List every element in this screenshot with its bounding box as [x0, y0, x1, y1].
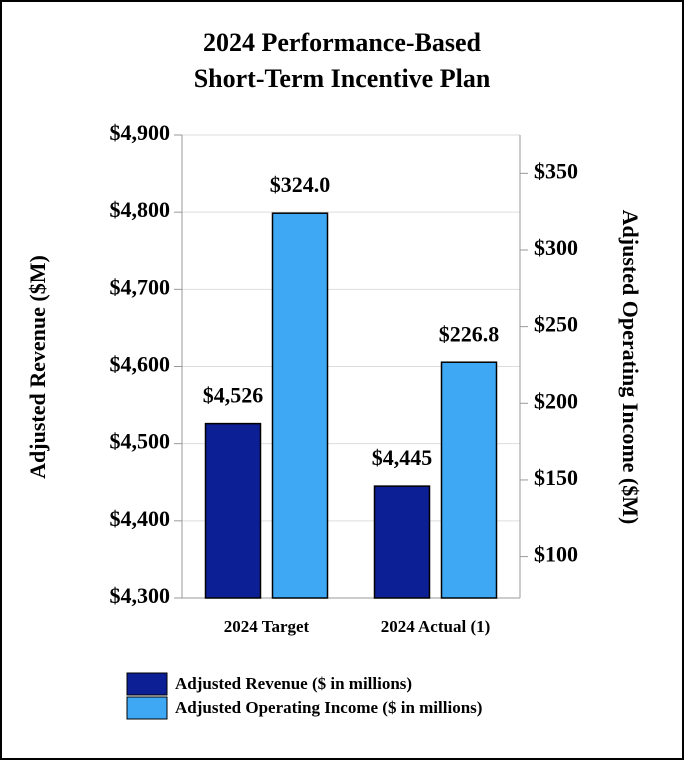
legend-label: Adjusted Operating Income ($ in millions… — [175, 698, 482, 717]
y-tick-label: $4,500 — [110, 429, 171, 454]
y2-tick-label: $350 — [534, 158, 578, 183]
y-tick-label: $4,400 — [110, 506, 171, 531]
y-tick-label: $4,600 — [110, 352, 171, 377]
y2-axis-title: Adjusted Operating Income ($M) — [618, 210, 643, 525]
x-tick-label: 2024 Actual (1) — [381, 617, 491, 636]
bar — [271, 212, 329, 599]
y2-tick-label: $200 — [534, 388, 578, 413]
chart-title: Short-Term Incentive Plan — [194, 64, 491, 93]
data-label: $226.8 — [439, 321, 500, 346]
y2-tick-label: $100 — [534, 542, 578, 567]
data-label: $4,526 — [203, 383, 264, 408]
y2-tick-label: $150 — [534, 465, 578, 490]
data-label: $324.0 — [270, 172, 331, 197]
legend-swatch — [126, 696, 168, 720]
legend-label: Adjusted Revenue ($ in millions) — [175, 674, 412, 693]
x-tick-label: 2024 Target — [224, 617, 310, 636]
bar — [204, 422, 262, 599]
y-axis-title: Adjusted Revenue ($M) — [25, 255, 50, 479]
y-tick-label: $4,800 — [110, 197, 171, 222]
y2-tick-label: $250 — [534, 312, 578, 337]
y-tick-label: $4,300 — [110, 583, 171, 608]
data-label: $4,445 — [372, 445, 433, 470]
y-tick-label: $4,700 — [110, 274, 171, 299]
bar — [373, 485, 431, 599]
legend-swatch — [126, 672, 168, 696]
y-tick-label: $4,900 — [110, 120, 171, 145]
y2-tick-label: $300 — [534, 235, 578, 260]
bar — [440, 361, 498, 599]
chart-title: 2024 Performance-Based — [203, 28, 482, 57]
